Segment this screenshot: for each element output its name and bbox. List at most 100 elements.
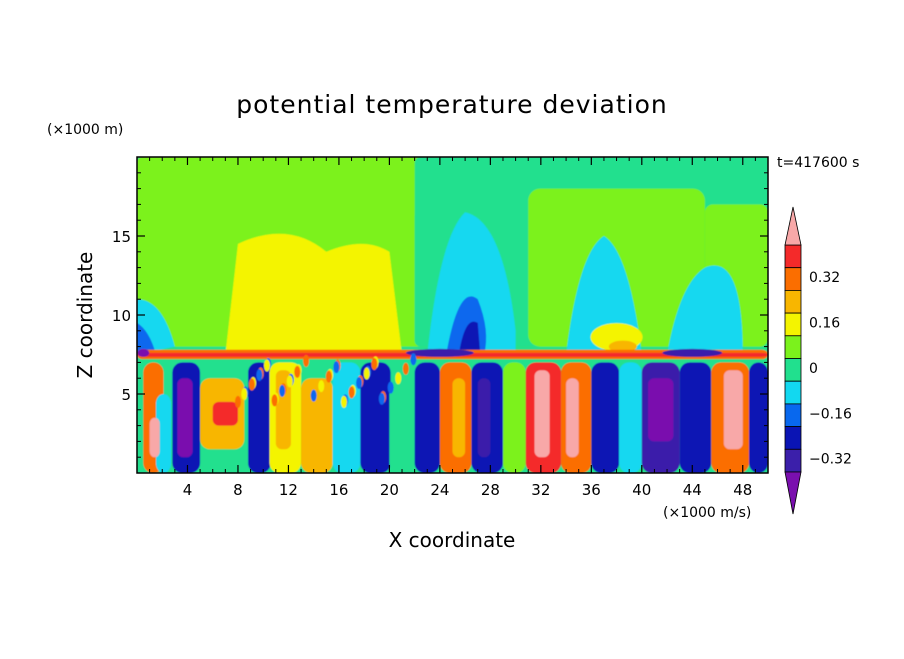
colorbar-top-arrow [784, 206, 802, 246]
field-region [502, 362, 526, 473]
field-region [286, 375, 293, 388]
heatmap-field [137, 157, 768, 473]
field-region [608, 340, 637, 353]
field-region [566, 378, 579, 458]
field-region [452, 378, 466, 458]
colorbar-box [784, 289, 802, 314]
x-tick-label: 8 [233, 481, 243, 499]
colorbar-label: −0.16 [809, 406, 852, 422]
field-region [360, 362, 391, 473]
field-region [137, 348, 150, 357]
field-region [679, 362, 712, 473]
field-region [591, 362, 620, 473]
y-axis: 5 10 15 [112, 172, 768, 458]
field-region [155, 394, 172, 473]
colorbar-box [784, 380, 802, 405]
colorbar-label: 0.16 [809, 315, 840, 331]
colorbar-box [784, 426, 802, 450]
colorbar-label: 0 [809, 361, 818, 377]
colorbar: 0.32 0.16 0 −0.16 −0.32 [784, 206, 852, 515]
field-region [356, 376, 363, 389]
x-tick-label: 16 [329, 481, 348, 499]
field-layers [137, 157, 768, 473]
colorbar-label: −0.32 [809, 452, 852, 468]
x-tick-label: 40 [632, 481, 651, 499]
x-tick-label: 32 [531, 481, 550, 499]
colorbar-label: 0.32 [809, 270, 840, 286]
field-region [263, 359, 270, 372]
y-axis-label: Z coordinate [73, 252, 97, 379]
field-region [348, 386, 355, 399]
field-region [303, 354, 310, 367]
field-region [234, 395, 241, 408]
field-region [241, 388, 248, 400]
field-region [137, 322, 156, 355]
x-tick-label: 36 [582, 481, 601, 499]
x-tick-label: 44 [683, 481, 702, 499]
x-tick-label: 48 [733, 481, 752, 499]
field-region [667, 265, 743, 355]
field-region [410, 353, 417, 366]
field-region [137, 157, 415, 221]
y-tick-label: 5 [121, 386, 131, 404]
field-region [405, 348, 474, 357]
colorbar-box [784, 335, 802, 359]
colorbar-box [784, 312, 802, 337]
field-region [427, 212, 516, 355]
x-unit-label: (×1000 m/s) [663, 505, 751, 521]
field-region [414, 362, 440, 473]
colorbar-box [784, 358, 802, 382]
time-label: t=417600 s [777, 155, 859, 171]
field-region [248, 378, 255, 391]
field-region [477, 378, 491, 458]
field-region [225, 233, 403, 355]
x-tick-label: 20 [380, 481, 399, 499]
x-axis-label: X coordinate [389, 528, 516, 552]
y-tick-label: 15 [112, 228, 131, 246]
x-tick-label: 28 [481, 481, 500, 499]
field-region [177, 378, 193, 458]
x-tick-label: 24 [430, 481, 449, 499]
colorbar-box [784, 244, 802, 269]
field-region [149, 417, 160, 458]
field-region [648, 378, 674, 442]
field-region [371, 357, 378, 370]
field-region [402, 362, 409, 375]
colorbar-box [784, 403, 802, 427]
field-region [619, 362, 642, 473]
field-region [340, 395, 347, 408]
field-region [662, 348, 723, 357]
field-region [332, 362, 361, 473]
colorbar-bottom-arrow [784, 471, 802, 515]
field-region [271, 394, 278, 407]
field-region [301, 378, 333, 473]
field-region [458, 321, 481, 355]
field-region [248, 362, 271, 473]
field-region [279, 384, 286, 397]
field-region [310, 389, 317, 402]
field-region [749, 362, 768, 473]
field-region [534, 370, 550, 458]
field-region [294, 365, 301, 378]
field-region [325, 370, 332, 383]
y-tick-label: 10 [112, 307, 131, 325]
colorbar-box [784, 448, 802, 473]
field-region [318, 380, 325, 393]
field-region [333, 361, 340, 374]
y-unit-label: (×1000 m) [47, 122, 123, 138]
field-region [389, 378, 415, 473]
field-region [387, 381, 394, 394]
x-tick-label: 12 [279, 481, 298, 499]
field-region [363, 367, 370, 380]
chart-title: potential temperature deviation [236, 90, 667, 119]
field-region [212, 401, 238, 426]
field-region [395, 372, 402, 385]
x-tick-label: 4 [183, 481, 193, 499]
colorbar-box [784, 267, 802, 291]
field-region [723, 370, 743, 450]
field-region [256, 369, 263, 382]
field-region [378, 392, 385, 405]
x-axis: 4 8 12 16 20 24 28 32 36 40 44 48 [149, 157, 756, 499]
